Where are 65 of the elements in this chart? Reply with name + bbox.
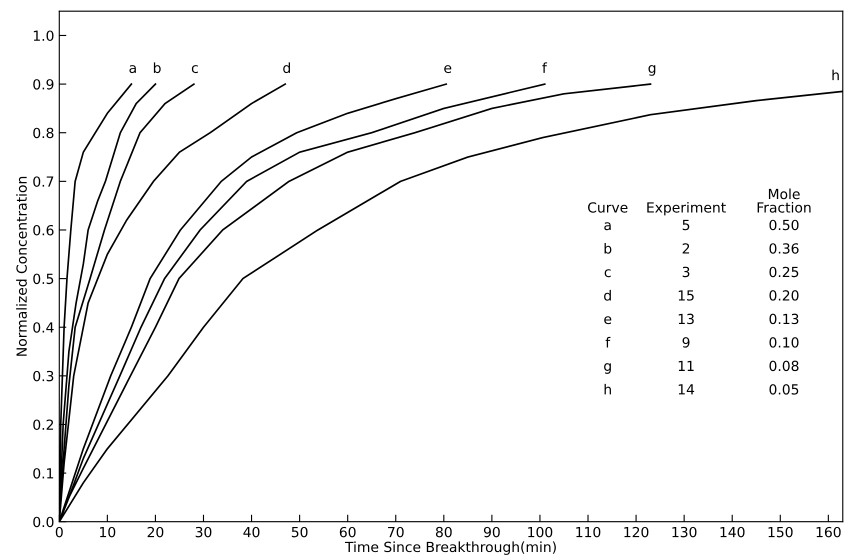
x-tick-label: 90 <box>484 526 500 538</box>
annotation: 13 <box>678 314 694 324</box>
annotation: 2 <box>682 243 690 254</box>
y-tick-label: 0.6 <box>33 224 54 236</box>
annotation: b <box>604 242 612 254</box>
annotation: Experiment <box>647 202 726 216</box>
y-tick-label: 0.5 <box>33 274 54 284</box>
series-label: f <box>542 62 548 73</box>
annotation: a <box>604 222 611 230</box>
annotation: 0.36 <box>769 243 799 254</box>
annotation: 0.05 <box>769 384 798 395</box>
y-tick-label: 0.4 <box>33 322 54 333</box>
x-tick-label: 30 <box>196 526 212 538</box>
y-tick-label: 0.0 <box>33 516 54 528</box>
annotation: 14 <box>678 384 694 394</box>
annotation: d <box>604 290 611 301</box>
annotation: c <box>604 269 611 278</box>
y-axis-title: Normalized Concentration <box>16 176 27 356</box>
annotation: 15 <box>678 290 694 301</box>
x-tick-label: 60 <box>340 526 356 538</box>
y-tick-label: 1.0 <box>34 30 54 41</box>
x-tick-label: 130 <box>672 526 696 538</box>
x-tick-label: 160 <box>816 526 841 538</box>
series-label: a <box>129 65 136 74</box>
annotation: 9 <box>682 337 690 348</box>
x-tick-label: 50 <box>292 526 308 538</box>
x-tick-label: 150 <box>768 526 793 538</box>
x-axis-title: Time Since Breakthrough(min) <box>344 541 556 555</box>
series-label: g <box>648 65 656 76</box>
x-tick-label: 100 <box>528 526 552 538</box>
x-tick-label: 80 <box>436 526 452 538</box>
annotation: e <box>604 316 612 324</box>
x-tick-label: 110 <box>576 526 600 538</box>
annotation: 5 <box>682 220 690 230</box>
annotation: 11 <box>678 360 694 371</box>
series-label: d <box>283 62 290 74</box>
y-tick-label: 0.9 <box>33 79 54 90</box>
y-tick-label: 0.7 <box>33 176 54 187</box>
y-tick-label: 0.2 <box>33 419 54 430</box>
annotation: h <box>604 384 611 394</box>
annotation: 0.10 <box>769 337 799 348</box>
y-tick-label: 0.3 <box>33 370 54 382</box>
x-tick-label: 120 <box>624 526 648 538</box>
x-tick-label: 140 <box>720 526 745 538</box>
x-tick-label: 10 <box>100 526 116 538</box>
x-tick-label: 40 <box>243 526 260 538</box>
annotation: 0.08 <box>769 360 799 372</box>
series-label: e <box>444 65 452 74</box>
annotation: 0.20 <box>769 290 799 301</box>
annotation: 0.50 <box>769 220 799 230</box>
annotation: Curve <box>588 202 628 213</box>
annotation: 0.25 <box>769 266 798 278</box>
y-tick-label: 0.8 <box>33 128 54 138</box>
series-label: b <box>154 62 161 74</box>
series-label: h <box>832 70 839 80</box>
annotation: f <box>606 336 610 348</box>
series-label: c <box>192 65 198 74</box>
annotation: Mole Fraction <box>758 188 811 213</box>
annotation: 0.13 <box>769 314 798 324</box>
y-tick-label: 0.1 <box>33 468 54 479</box>
x-tick-label: 20 <box>148 526 164 538</box>
x-tick-label: 0 <box>56 526 63 538</box>
annotation: g <box>604 363 611 374</box>
annotation: 3 <box>682 266 690 278</box>
x-tick-label: 70 <box>388 526 404 538</box>
